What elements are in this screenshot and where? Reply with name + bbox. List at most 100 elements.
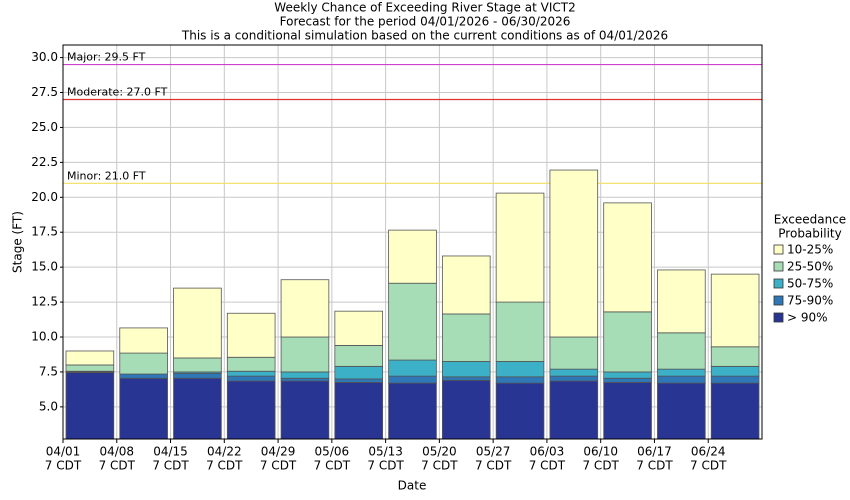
chart-subtitle: Forecast for the period 04/01/2026 - 06/… [280, 15, 571, 29]
plot-frame [62, 44, 763, 440]
bar-segment [65, 364, 115, 372]
legend-swatch [773, 244, 784, 255]
bar-segment [549, 380, 599, 440]
y-tick-label: 25.0 [31, 120, 58, 134]
x-tick-label: 05/06 [315, 445, 350, 459]
legend-title: Exceedance [774, 213, 846, 227]
bar-segment [603, 371, 652, 379]
bar-segment [334, 344, 384, 367]
y-tick-label: 5.0 [39, 399, 58, 413]
bar-segment [388, 382, 437, 440]
bar-segment [603, 382, 652, 440]
bar-segment [173, 372, 222, 379]
legend-label: 50-75% [787, 277, 833, 291]
y-tick-label: 22.5 [31, 155, 58, 169]
bar-segment [495, 361, 545, 378]
x-tick-label: 7 CDT [529, 459, 566, 473]
x-tick-label: 7 CDT [367, 459, 404, 473]
bar-segment [226, 380, 276, 440]
bar-segment [388, 282, 437, 361]
bar-segment [441, 376, 491, 381]
x-axis-label: Date [398, 479, 427, 493]
x-tick-label: 05/20 [422, 445, 457, 459]
bar-segment [603, 311, 652, 373]
x-tick-label: 7 CDT [260, 459, 297, 473]
legend-swatch [773, 278, 784, 289]
bar-segment [441, 255, 491, 315]
bar-segment [173, 287, 222, 359]
bar-segment [388, 359, 437, 377]
bar-segment [549, 375, 599, 382]
bar-segment [226, 370, 276, 377]
x-tick-label: 05/27 [476, 445, 511, 459]
y-tick-label: 27.5 [31, 85, 58, 99]
legend-label: 25-50% [787, 260, 833, 274]
y-tick-label: 7.5 [39, 364, 58, 378]
bar-segment [334, 310, 384, 346]
bar-segment [657, 332, 706, 370]
x-tick-label: 06/17 [637, 445, 672, 459]
chart-title: Weekly Chance of Exceeding River Stage a… [274, 1, 575, 15]
bar-segment [657, 269, 706, 334]
x-tick-label: 04/22 [207, 445, 242, 459]
bar-segment [495, 192, 545, 303]
x-tick-label: 05/13 [368, 445, 403, 459]
bar-segment [226, 356, 276, 372]
bar-segment [495, 376, 545, 384]
bar-segment [603, 202, 652, 313]
legend-label: > 90% [787, 311, 828, 325]
x-tick-label: 7 CDT [421, 459, 458, 473]
bar-segment [334, 382, 384, 440]
x-tick-label: 7 CDT [206, 459, 243, 473]
x-tick-label: 04/08 [99, 445, 134, 459]
bar-segment [280, 336, 330, 373]
bar-segment [549, 336, 599, 370]
x-tick-label: 04/01 [46, 445, 81, 459]
bar-segment [710, 375, 760, 384]
threshold-label: Moderate: 27.0 FT [67, 85, 168, 98]
bar-segment [603, 377, 652, 383]
legend-swatch [773, 295, 784, 306]
x-tick-label: 7 CDT [582, 459, 619, 473]
x-tick-label: 06/24 [691, 445, 726, 459]
bar-segment [495, 382, 545, 440]
legend-title: Probability [778, 227, 841, 241]
bar-segment [710, 346, 760, 367]
x-tick-label: 7 CDT [690, 459, 727, 473]
bar-segment [226, 375, 276, 382]
x-tick-label: 04/29 [261, 445, 296, 459]
y-axis-label: Stage (FT) [11, 211, 25, 273]
x-tick-label: 7 CDT [152, 459, 189, 473]
y-tick-label: 20.0 [31, 190, 58, 204]
bar-segment [119, 377, 168, 440]
x-tick-label: 04/15 [153, 445, 188, 459]
x-tick-label: 7 CDT [99, 459, 136, 473]
bar-segment [119, 373, 168, 379]
bar-segment [657, 375, 706, 384]
chart-subtitle: This is a conditional simulation based o… [181, 29, 668, 43]
bar-segment [441, 313, 491, 362]
bar-segment [441, 361, 491, 378]
bar-segment [280, 377, 330, 382]
bar-segment [388, 375, 437, 384]
x-tick-label: 7 CDT [45, 459, 82, 473]
threshold-label: Major: 29.5 FT [67, 51, 146, 64]
y-tick-label: 10.0 [31, 330, 58, 344]
bar-segment [226, 312, 276, 358]
bar-segment [65, 372, 115, 440]
bar-segment [119, 352, 168, 375]
bar-segment [388, 229, 437, 284]
x-tick-label: 7 CDT [636, 459, 673, 473]
bar-segment [657, 368, 706, 377]
y-tick-label: 17.5 [31, 225, 58, 239]
bar-segment [173, 357, 222, 373]
bar-segment [710, 273, 760, 348]
bar-segment [173, 377, 222, 440]
threshold-label: Minor: 21.0 FT [67, 169, 146, 182]
y-tick-label: 30.0 [31, 50, 58, 64]
legend-swatch [773, 261, 784, 272]
bar-segment [65, 350, 115, 366]
legend-label: 10-25% [787, 243, 833, 257]
x-tick-label: 7 CDT [475, 459, 512, 473]
